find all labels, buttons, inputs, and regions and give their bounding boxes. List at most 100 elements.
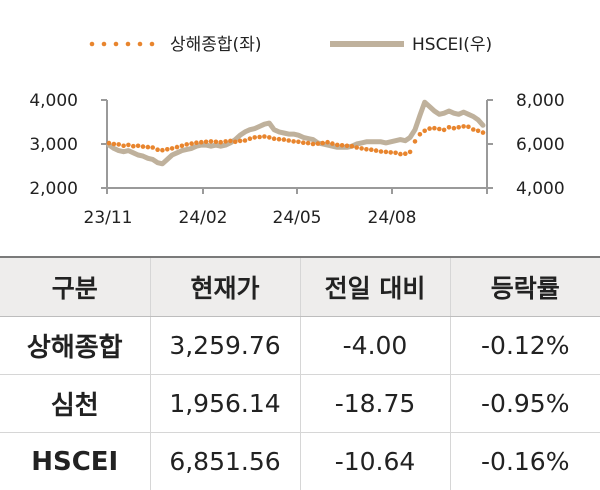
- column-header: 전일 대비: [300, 257, 450, 317]
- x-tick-label: 23/11: [84, 208, 133, 228]
- shanghai-data-point: [442, 128, 447, 133]
- x-tick-label: 24/02: [179, 208, 228, 228]
- shanghai-data-point: [359, 146, 364, 151]
- shanghai-data-point: [384, 150, 389, 155]
- shanghai-data-point: [194, 140, 199, 145]
- shanghai-data-point: [437, 127, 442, 132]
- shanghai-data-point: [199, 140, 204, 145]
- shanghai-data-point: [228, 139, 233, 144]
- shanghai-data-point: [452, 126, 457, 131]
- shanghai-data-point: [398, 152, 403, 157]
- current-price: 1,956.14: [150, 375, 300, 433]
- shanghai-data-point: [408, 150, 413, 155]
- shanghai-data-point: [476, 129, 481, 134]
- x-tick-label: 24/05: [273, 208, 322, 228]
- y-right-tick-label: 6,000: [516, 135, 565, 155]
- shanghai-data-point: [180, 144, 185, 149]
- shanghai-data-point: [471, 127, 476, 132]
- change-rate: -0.12%: [450, 317, 600, 375]
- shanghai-data-point: [257, 135, 262, 140]
- shanghai-data-point: [354, 145, 359, 150]
- table-row: 상해종합 3,259.76 -4.00 -0.12%: [0, 317, 600, 375]
- shanghai-data-point: [248, 136, 253, 141]
- y-left-tick-label: 3,000: [29, 135, 78, 155]
- change-from-previous: -4.00: [300, 317, 450, 375]
- shanghai-data-point: [277, 137, 282, 142]
- shanghai-data-point: [238, 139, 243, 144]
- series-hscei: [109, 102, 483, 164]
- series-shanghai: [107, 124, 486, 156]
- shanghai-data-point: [204, 140, 209, 145]
- shanghai-data-point: [175, 145, 180, 150]
- shanghai-data-point: [301, 140, 306, 145]
- shanghai-data-point: [306, 141, 311, 146]
- shanghai-data-point: [214, 140, 219, 145]
- shanghai-data-point: [418, 132, 423, 137]
- index-quote-table: 구분 현재가 전일 대비 등락률 상해종합 3,259.76 -4.00 -0.…: [0, 256, 600, 490]
- shanghai-data-point: [296, 140, 301, 145]
- shanghai-data-point: [379, 149, 384, 154]
- shanghai-data-point: [364, 147, 369, 152]
- shanghai-data-point: [325, 140, 330, 145]
- shanghai-data-point: [345, 144, 350, 149]
- shanghai-data-point: [427, 126, 432, 131]
- index-name: 상해종합: [0, 317, 150, 375]
- legend-label-shanghai: 상해종합(좌): [170, 35, 261, 55]
- shanghai-data-point: [340, 143, 345, 148]
- shanghai-data-point: [160, 148, 165, 153]
- shanghai-data-point: [320, 141, 325, 146]
- shanghai-data-point: [155, 147, 160, 152]
- y-right-tick-label: 8,000: [516, 91, 565, 111]
- legend: 상해종합(좌) HSCEI(우): [90, 35, 492, 55]
- shanghai-data-point: [466, 125, 471, 130]
- shanghai-data-point: [481, 130, 486, 135]
- current-price: 3,259.76: [150, 317, 300, 375]
- stock-index-chart: 상해종합(좌) HSCEI(우) 4,000 3,000 2,000 8,000…: [0, 0, 600, 250]
- y-left-tick-label: 2,000: [29, 179, 78, 199]
- table-row: 심천 1,956.14 -18.75 -0.95%: [0, 375, 600, 433]
- shanghai-data-point: [184, 142, 189, 147]
- legend-swatch-shanghai: [90, 42, 155, 47]
- shanghai-data-point: [422, 129, 427, 134]
- shanghai-data-point: [316, 141, 321, 146]
- y-left-tick-label: 4,000: [29, 91, 78, 111]
- shanghai-data-point: [252, 135, 257, 140]
- column-header: 등락률: [450, 257, 600, 317]
- change-from-previous: -10.64: [300, 433, 450, 490]
- shanghai-data-point: [107, 141, 112, 146]
- shanghai-data-point: [141, 144, 146, 149]
- shanghai-data-point: [456, 125, 461, 130]
- change-rate: -0.16%: [450, 433, 600, 490]
- index-name: 심천: [0, 375, 150, 433]
- shanghai-data-point: [116, 142, 121, 147]
- shanghai-data-point: [447, 125, 452, 130]
- shanghai-data-point: [369, 147, 374, 152]
- shanghai-data-point: [150, 145, 155, 150]
- shanghai-data-point: [146, 145, 151, 150]
- shanghai-data-point: [223, 139, 228, 144]
- index-name: HSCEI: [0, 433, 150, 490]
- table-row: HSCEI 6,851.56 -10.64 -0.16%: [0, 433, 600, 490]
- x-tick-label: 24/08: [368, 208, 417, 228]
- shanghai-data-point: [461, 124, 466, 129]
- hscei-line: [109, 102, 483, 164]
- shanghai-data-point: [243, 138, 248, 143]
- shanghai-data-point: [189, 141, 194, 146]
- shanghai-data-point: [131, 144, 136, 149]
- shanghai-data-point: [403, 151, 408, 156]
- shanghai-data-point: [165, 147, 170, 152]
- shanghai-data-point: [126, 143, 131, 148]
- shanghai-data-point: [121, 144, 126, 149]
- shanghai-data-point: [218, 140, 223, 145]
- shanghai-data-point: [393, 151, 398, 156]
- table-header-row: 구분 현재가 전일 대비 등락률: [0, 257, 600, 317]
- y-right-tick-label: 4,000: [516, 179, 565, 199]
- shanghai-data-point: [413, 139, 418, 144]
- shanghai-data-point: [112, 142, 117, 147]
- shanghai-data-point: [286, 138, 291, 143]
- column-header: 구분: [0, 257, 150, 317]
- shanghai-data-point: [335, 143, 340, 148]
- shanghai-data-point: [350, 144, 355, 149]
- shanghai-data-point: [136, 144, 141, 149]
- current-price: 6,851.56: [150, 433, 300, 490]
